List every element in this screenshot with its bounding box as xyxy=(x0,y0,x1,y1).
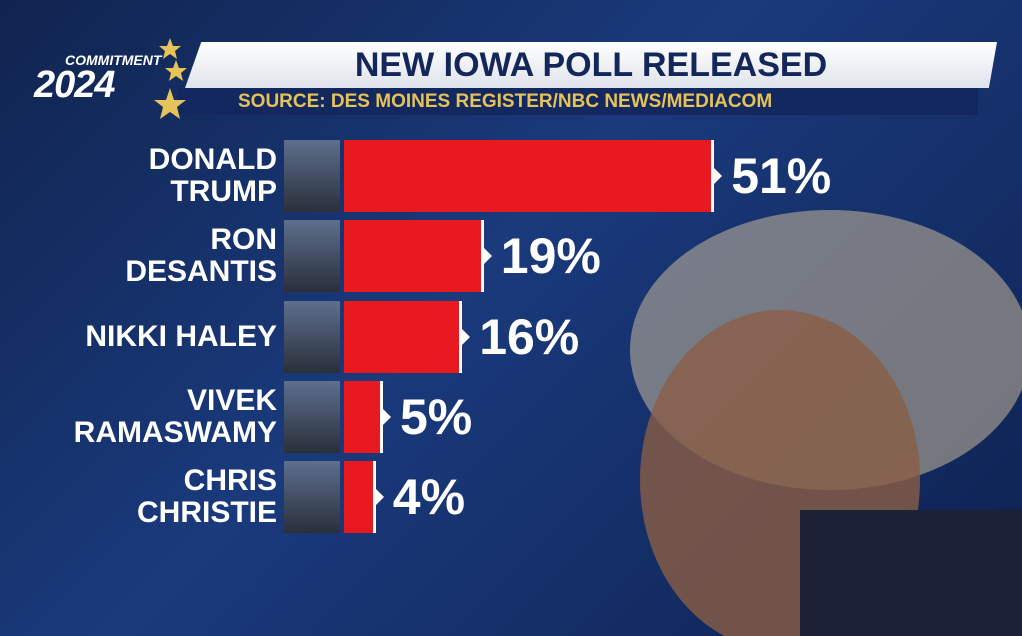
title-banner xyxy=(185,42,997,88)
value-label: 19% xyxy=(500,228,601,285)
value-label: 4% xyxy=(392,469,466,526)
category-label: DONALD TRUMP xyxy=(148,143,277,208)
logo-text: COMMITMENT xyxy=(65,52,162,68)
bar-cap xyxy=(480,220,484,293)
logo-year: 2024 xyxy=(34,64,116,106)
pointer xyxy=(462,328,471,345)
pointer xyxy=(483,248,492,265)
category-label: VIVEK RAMASWAMY xyxy=(73,383,277,449)
bar xyxy=(344,220,481,293)
bar-cap xyxy=(459,300,463,373)
candidate-photo xyxy=(284,380,340,453)
pointer xyxy=(383,408,391,425)
logo-stars xyxy=(154,38,187,119)
candidate-photo xyxy=(284,220,340,293)
value-label: 51% xyxy=(731,148,832,204)
category-label: CHRIS CHRISTIE xyxy=(136,464,277,530)
category-label: RON DESANTIS xyxy=(125,223,277,289)
chart-title: NEW IOWA POLL RELEASED xyxy=(354,46,828,84)
value-label: 16% xyxy=(479,308,580,365)
candidate-photo xyxy=(284,461,340,534)
bar xyxy=(344,461,373,534)
bar-cap xyxy=(372,461,376,534)
candidate-photo xyxy=(284,300,340,373)
pointer xyxy=(714,168,723,184)
bar xyxy=(344,380,380,453)
bar xyxy=(344,300,460,373)
subtitle-band xyxy=(178,88,978,115)
value-label: 5% xyxy=(400,388,473,445)
photo-backdrop xyxy=(630,210,1022,636)
chart-subtitle: SOURCE: DES MOINES REGISTER/NBC NEWS/MED… xyxy=(238,91,773,112)
bar-cap xyxy=(711,140,715,212)
bar-cap xyxy=(380,380,383,453)
candidate-photo xyxy=(284,140,340,212)
pointer xyxy=(375,489,384,506)
category-label: NIKKI HALEY xyxy=(85,319,277,353)
bar xyxy=(344,140,712,212)
